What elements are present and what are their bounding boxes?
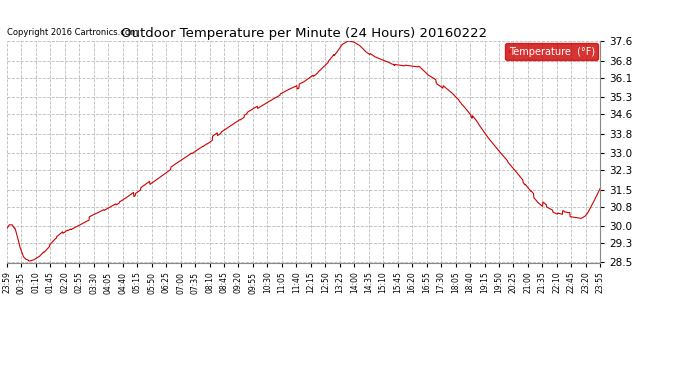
Text: Copyright 2016 Cartronics.com: Copyright 2016 Cartronics.com bbox=[7, 28, 138, 37]
Title: Outdoor Temperature per Minute (24 Hours) 20160222: Outdoor Temperature per Minute (24 Hours… bbox=[121, 27, 486, 40]
Legend: Temperature  (°F): Temperature (°F) bbox=[505, 43, 598, 60]
